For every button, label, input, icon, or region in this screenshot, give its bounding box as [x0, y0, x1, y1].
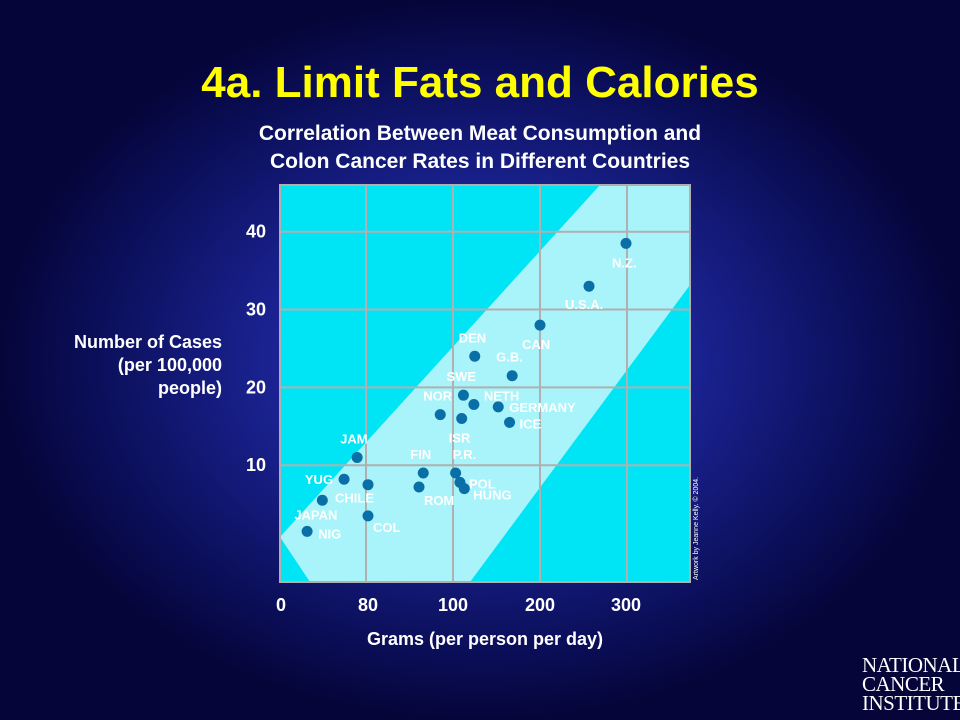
logo-line-2: CANCER [862, 672, 945, 696]
data-point [301, 525, 313, 537]
data-point [504, 416, 516, 428]
point-label: DEN [459, 330, 486, 345]
y-axis-label-line-2: (per 100,000 [117, 355, 222, 375]
point-label: CHILE [335, 491, 374, 506]
data-point [417, 467, 429, 479]
x-tick-label: 200 [525, 595, 555, 615]
chart-subtitle-line-1: Correlation Between Meat Consumption and [258, 122, 702, 145]
point-label: NOR [423, 389, 453, 404]
artwork-credit: Artwork by Jeanne Kelly. © 2004. [691, 477, 705, 700]
nci-logo: NATIONAL CANCER INSTITUTE [862, 653, 960, 716]
data-point [413, 481, 425, 493]
y-tick-label: 40 [246, 222, 266, 242]
point-label: NIG [318, 526, 341, 541]
point-label: FIN [410, 447, 431, 462]
point-label: G.B. [496, 350, 523, 365]
data-point [338, 473, 350, 485]
point-label: NETH [484, 389, 519, 404]
y-axis-label-line-3: people) [157, 378, 222, 398]
slide-title: 4a. Limit Fats and Calories [201, 58, 759, 107]
point-label: U.S.A. [565, 297, 603, 312]
data-point [458, 483, 470, 495]
data-point [434, 409, 446, 421]
data-point [362, 510, 374, 522]
data-point [316, 494, 328, 506]
y-axis-label: Number of Cases (per 100,000 people) [10, 331, 222, 400]
point-label: N.Z. [612, 255, 637, 270]
x-tick-label: 80 [358, 595, 378, 615]
data-point [450, 467, 462, 479]
chart-subtitle-line-2: Colon Cancer Rates in Different Countrie… [269, 150, 691, 173]
data-point [456, 413, 468, 425]
point-label: JAPAN [294, 507, 337, 522]
point-label: GERMANY [509, 400, 576, 415]
point-label: COL [373, 520, 401, 535]
point-label: YUG [305, 472, 333, 487]
point-label: HUNG [473, 488, 511, 503]
data-point [534, 319, 546, 331]
point-label: SWE [446, 369, 476, 384]
chart-subtitle: Correlation Between Meat Consumption and… [0, 120, 960, 176]
plot-border [279, 184, 691, 583]
artwork-credit-text: Artwork by Jeanne Kelly. © 2004. [693, 476, 700, 580]
y-tick-label: 30 [246, 300, 266, 320]
data-point [468, 399, 480, 411]
data-points: N.Z. U.S.A. CAN DEN G.B. SWE NETH NOR ISR GERMANY… [294, 237, 637, 541]
x-tick-label: 100 [438, 595, 468, 615]
point-label: JAM [340, 431, 367, 446]
data-point [620, 237, 632, 249]
chart-grid [280, 185, 690, 582]
point-label: ISR [449, 431, 471, 446]
point-label: ROM [424, 493, 454, 508]
point-label: POL [469, 476, 496, 491]
data-point [457, 389, 469, 401]
data-point [351, 451, 363, 463]
x-axis-label: Grams (per person per day) [366, 629, 604, 649]
data-point [362, 479, 374, 491]
y-tick-label: 10 [246, 455, 266, 475]
logo-line-3: INSTITUTE [862, 691, 960, 715]
x-tick-label: 300 [611, 595, 641, 615]
y-axis-ticks: 10 20 30 40 [246, 222, 266, 476]
y-axis-label-line-1: Number of Cases [73, 332, 222, 352]
y-tick-label: 20 [246, 377, 266, 397]
point-label: CAN [522, 337, 550, 352]
x-axis-ticks: 0 80 100 200 300 [276, 595, 641, 615]
x-tick-label: 0 [276, 595, 286, 615]
data-point [492, 401, 504, 413]
data-point [506, 370, 518, 382]
data-point [583, 280, 595, 292]
point-label: P.R. [453, 447, 477, 462]
logo-line-1: NATIONAL [862, 653, 960, 677]
data-point [469, 350, 481, 362]
point-label: ICE [520, 416, 542, 431]
